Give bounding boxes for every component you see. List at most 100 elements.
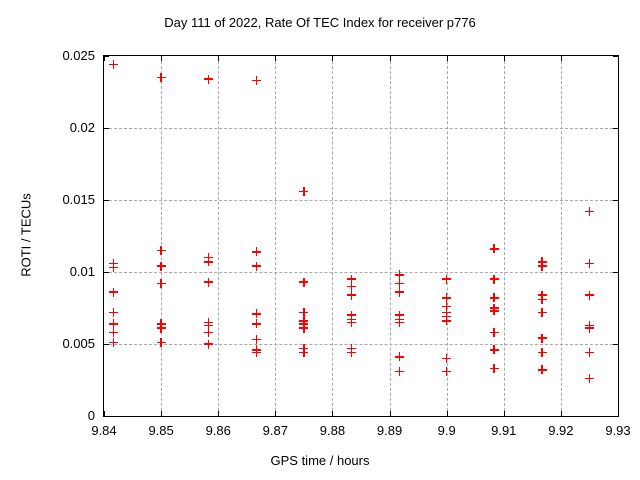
y-axis-tick [104,416,109,417]
x-axis-tick [618,411,619,416]
x-axis-tick [161,411,163,416]
data-point-marker [299,186,309,196]
y-axis-tick [104,272,109,273]
x-axis-tick [446,411,448,416]
grid-line-vertical [332,56,334,416]
y-tick-label: 0.01 [69,264,95,279]
data-point-marker [394,279,404,289]
data-point-marker [251,348,261,358]
grid-line-horizontal [104,344,618,345]
data-point-marker [156,338,166,348]
chart-title: Day 111 of 2022, Rate Of TEC Index for r… [164,15,476,30]
grid-line-horizontal [104,128,618,129]
data-point-marker [394,270,404,280]
data-point-marker [394,352,404,362]
x-axis-tick-top [104,56,105,61]
x-axis-tick [275,411,277,416]
data-point-marker [584,290,594,300]
y-tick-label: 0.025 [62,48,95,63]
x-axis-tick-top [218,56,220,61]
x-axis-tick-top [446,56,448,61]
data-point-marker [584,374,594,384]
data-point-marker [442,316,452,326]
data-point-marker [346,290,356,300]
x-axis-tick-top [161,56,163,61]
data-point-marker [442,366,452,376]
data-point-marker [109,327,119,337]
data-point-marker [109,307,119,317]
x-axis-tick-top [503,56,505,61]
x-axis-tick [560,411,562,416]
x-tick-label: 9.85 [148,423,174,438]
data-point-marker [251,247,261,257]
data-point-marker [442,274,452,284]
grid-line-vertical [218,56,220,416]
data-point-marker [251,75,261,85]
data-point-marker [251,261,261,271]
data-point-marker [156,245,166,255]
data-point-marker [299,323,309,333]
data-point-marker [346,281,356,291]
data-point-marker [537,261,547,271]
data-point-marker [537,333,547,343]
y-axis-tick [104,56,109,57]
data-point-marker [204,257,213,267]
x-tick-label: 9.93 [605,423,631,438]
y-axis-tick-right [613,200,618,201]
grid-line-vertical [560,56,562,416]
data-point-marker [346,274,356,284]
data-point-marker [537,365,547,375]
grid-line-vertical [446,56,448,416]
data-point-marker [156,261,166,271]
data-point-marker [109,338,119,348]
x-tick-label: 9.84 [91,423,117,438]
y-axis-tick-right [613,344,618,345]
data-point-marker [489,244,499,254]
data-point-marker [204,277,213,287]
x-tick-label: 9.87 [262,423,288,438]
x-axis-tick [503,411,505,416]
y-axis-tick-right [613,272,618,273]
data-point-marker [204,339,213,349]
data-point-marker [489,363,499,373]
x-axis-tick-top [560,56,562,61]
data-point-marker [489,345,499,355]
y-axis-tick-right [613,56,618,57]
data-point-marker [109,60,119,70]
x-axis-tick-top [618,56,619,61]
data-point-marker [299,307,309,317]
x-axis-tick [389,411,391,416]
data-point-marker [251,319,261,329]
data-point-marker [584,348,594,358]
data-point-marker [204,327,213,337]
y-axis-tick [104,344,109,345]
x-axis-tick [332,411,334,416]
y-tick-label: 0.015 [62,192,95,207]
y-axis-tick-right [613,128,618,129]
data-point-marker [537,294,547,304]
x-tick-label: 9.91 [491,423,517,438]
data-point-marker [109,287,119,297]
data-point-marker [394,317,404,327]
data-point-marker [109,263,119,273]
y-axis-tick-right [613,416,618,417]
data-point-marker [489,293,499,303]
data-point-marker [251,309,261,319]
x-axis-tick-top [389,56,391,61]
grid-line-vertical [161,56,163,416]
data-point-marker [346,348,356,358]
x-axis-tick [104,411,105,416]
x-tick-label: 9.9 [437,423,456,438]
x-axis-tick [218,411,220,416]
data-point-marker [109,319,119,329]
grid-line-vertical [275,56,277,416]
plot-area [104,56,619,417]
data-point-marker [204,74,213,84]
x-tick-label: 9.88 [319,423,346,438]
data-point-marker [394,366,404,376]
data-point-marker [251,335,261,345]
data-point-marker [442,302,452,312]
data-point-marker [537,348,547,358]
data-point-marker [489,306,499,316]
data-point-marker [584,258,594,268]
